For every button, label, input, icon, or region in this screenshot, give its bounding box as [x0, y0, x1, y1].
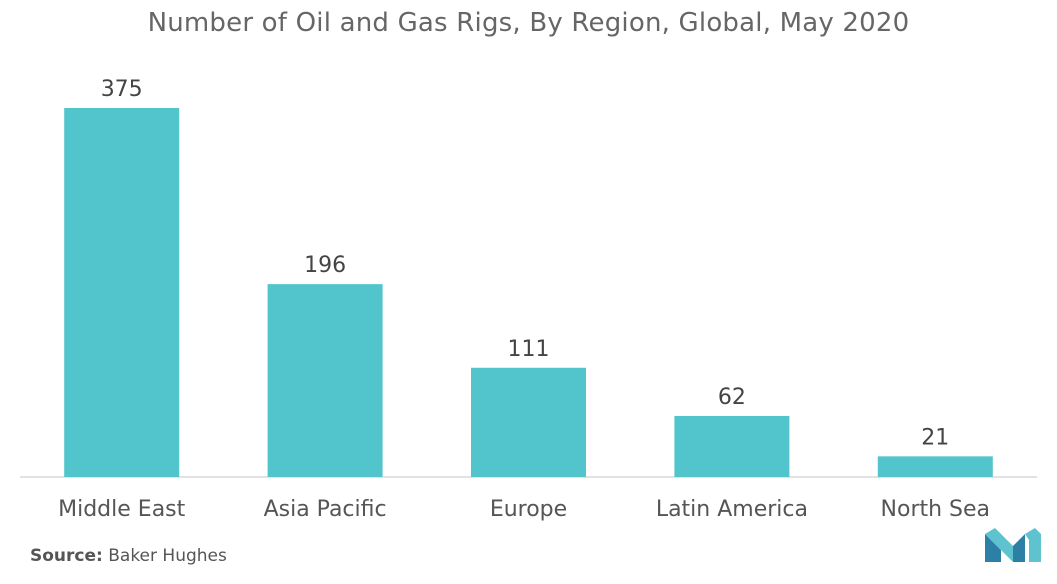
data-label: 21: [921, 425, 949, 450]
source-note: Source: Baker Hughes: [30, 546, 227, 566]
data-label: 111: [508, 337, 550, 362]
bar-middle-east: [64, 108, 180, 477]
brand-logo-icon: [985, 528, 1041, 562]
x-tick-label: North Sea: [881, 497, 991, 522]
x-tick-label: Middle East: [58, 497, 186, 522]
chart-title: Number of Oil and Gas Rigs, By Region, G…: [147, 8, 910, 38]
data-label: 62: [718, 385, 746, 410]
bar-europe: [471, 367, 586, 477]
bar-asia-pacific: [267, 284, 383, 477]
x-tick-label: Asia Pacific: [264, 497, 387, 522]
x-tick-label: Latin America: [656, 497, 808, 522]
data-label: 375: [101, 77, 143, 102]
source-text: Baker Hughes: [108, 546, 227, 566]
source-label: Source:: [30, 546, 103, 566]
bar-north-sea: [877, 456, 993, 477]
bar-latin-america: [674, 415, 790, 477]
data-label: 196: [304, 253, 346, 278]
x-tick-label: Europe: [490, 497, 567, 522]
